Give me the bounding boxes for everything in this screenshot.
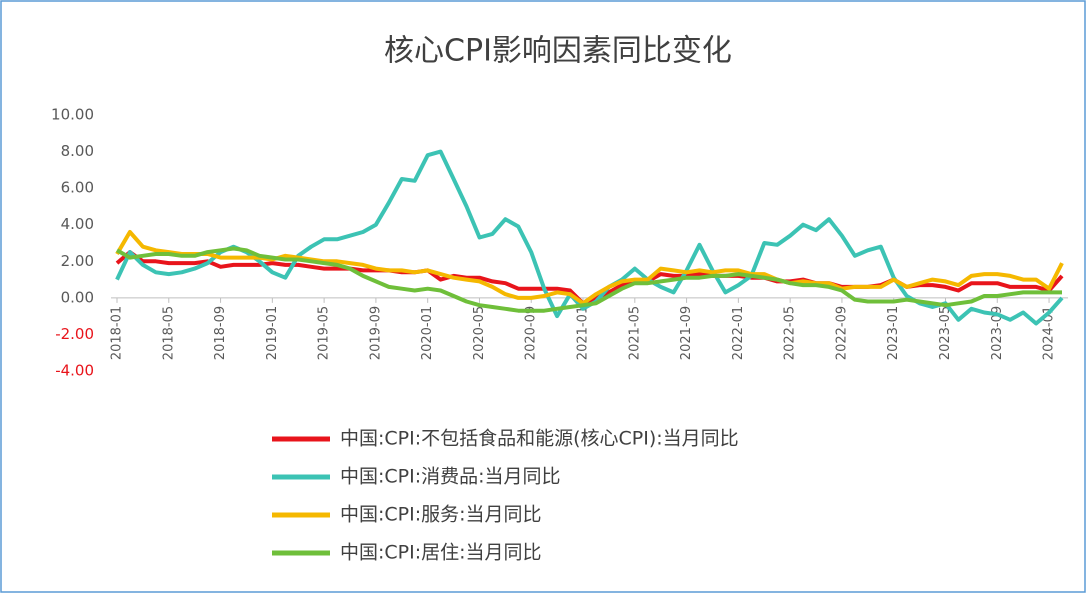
y-tick-label: 6.00 [61, 179, 94, 197]
x-tick-label: 2020-05 [472, 306, 487, 360]
x-tick-label: 2018-01 [110, 306, 125, 360]
x-tick-label: 2019-05 [317, 306, 332, 360]
x-tick-label: 2021-05 [627, 306, 642, 360]
series-line [116, 246, 1062, 313]
x-tick-label: 2023-05 [938, 306, 953, 360]
x-tick-label: 2019-09 [368, 306, 383, 360]
legend-label: 中国:CPI:消费品:当月同比 [340, 466, 561, 488]
x-tick-label: 2022-09 [834, 306, 849, 360]
legend-label: 中国:CPI:居住:当月同比 [340, 542, 542, 564]
chart-title: 核心CPI影响因素同比变化 [384, 34, 732, 69]
x-tick-label: 2022-05 [783, 306, 798, 360]
x-tick-label: 2024-01 [1042, 306, 1057, 360]
x-tick-label: 2020-09 [524, 306, 539, 360]
legend-label: 中国:CPI:不包括食品和能源(核心CPI):当月同比 [340, 428, 739, 450]
x-tick-label: 2019-01 [265, 306, 280, 360]
legend-label: 中国:CPI:服务:当月同比 [340, 504, 542, 526]
x-tick-label: 2020-01 [420, 306, 435, 360]
x-tick-label: 2023-01 [886, 306, 901, 360]
x-tick-label: 2018-09 [213, 306, 228, 360]
y-tick-label: 8.00 [61, 142, 94, 160]
y-tick-label: -2.00 [55, 325, 94, 343]
y-tick-label: 10.00 [51, 106, 94, 124]
x-tick-label: 2022-01 [731, 306, 746, 360]
x-tick-label: 2021-01 [576, 306, 591, 360]
y-tick-label: -4.00 [55, 362, 94, 380]
x-tick-label: 2018-05 [161, 306, 176, 360]
y-tick-label: 2.00 [61, 252, 94, 270]
x-tick-label: 2021-09 [679, 306, 694, 360]
x-tick-label: 2023-09 [990, 306, 1005, 360]
y-tick-label: 0.00 [61, 288, 94, 306]
y-tick-label: 4.00 [61, 215, 94, 233]
